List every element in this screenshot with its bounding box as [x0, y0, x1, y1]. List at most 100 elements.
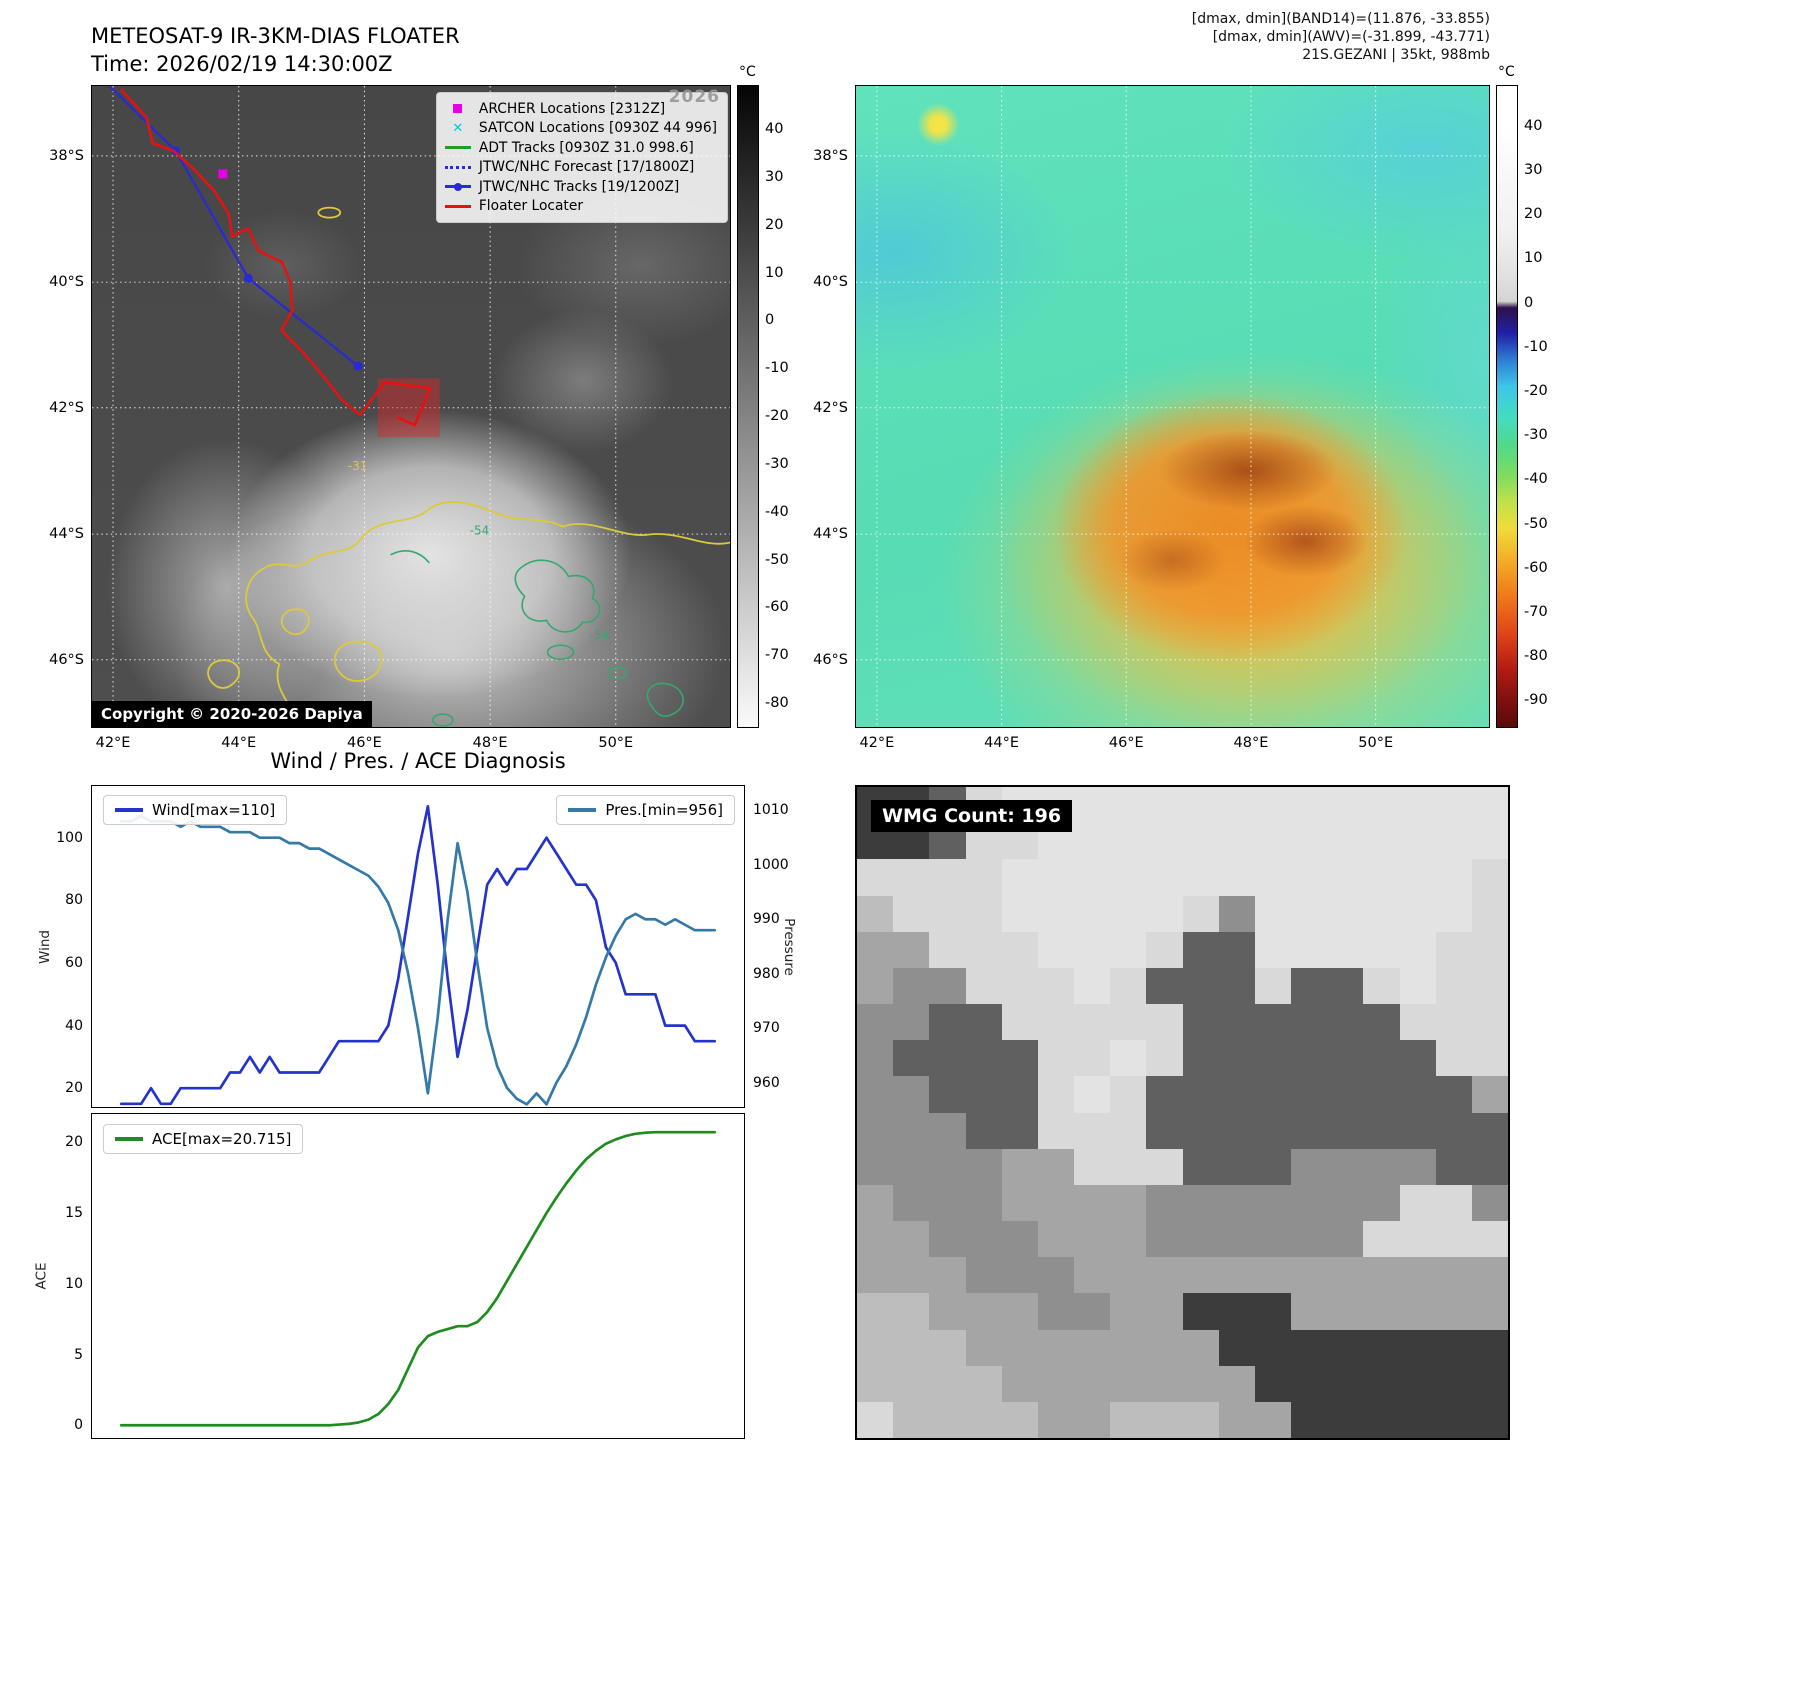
ace-axis-label: ACE: [33, 1262, 50, 1290]
wmg-cell: [1291, 1257, 1328, 1294]
wmg-cell: [929, 1221, 966, 1258]
wmg-cell: [1037, 1040, 1074, 1077]
wmg-cell: [1074, 823, 1111, 860]
wmg-cell: [857, 967, 894, 1004]
jtwc-forecast-dotted-line-icon: [444, 165, 471, 169]
wmg-cell: [857, 895, 894, 932]
diagnosis-title: Wind / Pres. / ACE Diagnosis: [270, 749, 566, 773]
wmg-cell: [1435, 1221, 1472, 1258]
ir-map-panel: -31 -54 -54 2026 ARCHER Locations [2312Z] …: [49, 85, 731, 751]
wmg-cell: [857, 859, 894, 896]
wmg-cell: [1037, 1184, 1074, 1221]
wmg-cell: [1291, 1221, 1328, 1258]
wmg-cell: [1254, 1040, 1291, 1077]
wmg-cell: [1254, 1112, 1291, 1149]
wmg-cell: [1399, 1221, 1436, 1258]
wmg-cell: [1399, 1040, 1436, 1077]
wmg-cell: [1327, 1257, 1364, 1294]
wmg-cell: [1327, 967, 1364, 1004]
color-satellite-image: [856, 86, 1489, 727]
lat-tick-label: 44°S: [49, 526, 84, 543]
wmg-cell: [1182, 859, 1219, 896]
wmg-cell: [1001, 1401, 1038, 1438]
wmg-cell: [1146, 1148, 1183, 1185]
wmg-cell: [1471, 1293, 1508, 1330]
wind-legend: Wind[max=110]: [103, 795, 288, 825]
wmg-cell: [1001, 1365, 1038, 1402]
wmg-cell: [929, 1112, 966, 1149]
wmg-cell: [1110, 1221, 1147, 1258]
colorbar-tick-label: -60: [1524, 559, 1548, 576]
wmg-cell: [1471, 1148, 1508, 1185]
wmg-cell: [1291, 1076, 1328, 1113]
wmg-cell: [1182, 1040, 1219, 1077]
colorbar-tick-label: -60: [765, 599, 789, 616]
wmg-cell: [1254, 859, 1291, 896]
wmg-cell: [1182, 1112, 1219, 1149]
wmg-cell: [1037, 895, 1074, 932]
wmg-cell: [1254, 1365, 1291, 1402]
wmg-cell: [893, 1329, 930, 1366]
wmg-cell: [1471, 967, 1508, 1004]
wmg-cell: [1182, 1329, 1219, 1366]
wmg-cell: [1471, 1401, 1508, 1438]
wmg-cell: [1327, 1148, 1364, 1185]
wmg-cell: [1399, 967, 1436, 1004]
wmg-cell: [1110, 1257, 1147, 1294]
color-map-panel: 38°S 40°S 42°S 44°S 46°S 42°E 44°E 46°E 48°E 50°E: [813, 85, 1490, 751]
wmg-cell: [1399, 823, 1436, 860]
lon-tick-label: 44°E: [984, 735, 1020, 751]
wmg-cell: [1218, 1401, 1255, 1438]
wmg-cell: [1254, 1329, 1291, 1366]
wmg-cell: [1110, 967, 1147, 1004]
wmg-cell: [1399, 1148, 1436, 1185]
colorbar-tick-label: -70: [1524, 604, 1548, 621]
wmg-cell: [1110, 1004, 1147, 1041]
wmg-cell: [1001, 1040, 1038, 1077]
wmg-cell: [893, 1257, 930, 1294]
colorbar-tick-label: 20: [1524, 206, 1543, 223]
wmg-cell: [1254, 1148, 1291, 1185]
wmg-cell: [1363, 859, 1400, 896]
wmg-cell: [1327, 1401, 1364, 1438]
y-tick-label: 0: [74, 1417, 83, 1434]
legend-item-archer: ARCHER Locations [2312Z]: [443, 99, 717, 119]
wmg-cell: [929, 859, 966, 896]
wmg-cell: [1363, 1184, 1400, 1221]
wmg-cell: [1037, 1293, 1074, 1330]
warm-contour--31: [207, 206, 730, 727]
Pres.[min=956]: [119, 814, 717, 1106]
lon-tick-label: 48°E: [472, 735, 508, 751]
wmg-cell: [1435, 859, 1472, 896]
jtwc-track-point: [171, 146, 181, 156]
wmg-cell: [1182, 1004, 1219, 1041]
wmg-cell: [1218, 1148, 1255, 1185]
wmg-cell: [1363, 1293, 1400, 1330]
wmg-cell: [1182, 895, 1219, 932]
legend-item-adt: ADT Tracks [0930Z 31.0 998.6]: [443, 138, 717, 158]
wmg-cell: [893, 895, 930, 932]
wmg-cell: [893, 859, 930, 896]
wmg-cell: [1363, 787, 1400, 824]
wmg-cell: [1182, 1257, 1219, 1294]
wmg-cell: [929, 1184, 966, 1221]
lat-tick-label: 42°S: [813, 399, 848, 416]
wmg-cell: [965, 1076, 1002, 1113]
y-tick-label: 970: [753, 1020, 780, 1037]
wmg-cell: [1218, 1040, 1255, 1077]
y-tick-label: 20: [65, 1080, 83, 1097]
wmg-cell: [1327, 1112, 1364, 1149]
wmg-cell: [1146, 1293, 1183, 1330]
colorbar-tick-label: -40: [1524, 471, 1548, 488]
wmg-cell: [1254, 1076, 1291, 1113]
wmg-cell: [1146, 1365, 1183, 1402]
lon-tick-label: 48°E: [1233, 735, 1269, 751]
y-tick-label: 1000: [753, 856, 789, 873]
watermark: 2026: [668, 87, 720, 107]
jtwc-track-line-icon: [444, 185, 471, 189]
wmg-cell: [1399, 1365, 1436, 1402]
wmg-cell: [1218, 1184, 1255, 1221]
wmg-cell: [1146, 1257, 1183, 1294]
wmg-cell: [1182, 967, 1219, 1004]
wmg-cell: [1471, 787, 1508, 824]
